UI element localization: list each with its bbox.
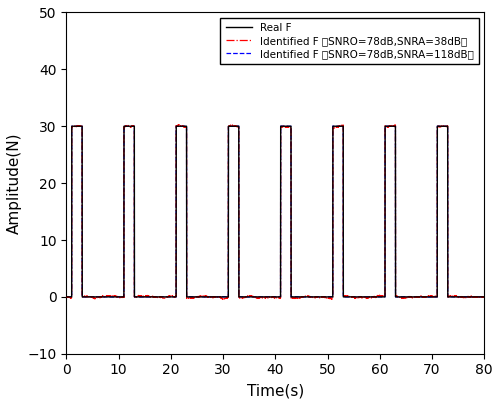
Identified F （SNRO=78dB,SNRA=118dB）: [98, 294, 103, 299]
Identified F （SNRO=78dB,SNRA=38dB）: [254, 296, 260, 301]
Identified F （SNRO=78dB,SNRA=118dB）: [254, 294, 260, 299]
Real F: [102, 294, 108, 299]
Real F: [421, 294, 427, 299]
Identified F （SNRO=78dB,SNRA=38dB）: [220, 296, 226, 301]
Identified F （SNRO=78dB,SNRA=38dB）: [481, 294, 487, 299]
Identified F （SNRO=78dB,SNRA=38dB）: [345, 293, 351, 298]
Identified F （SNRO=78dB,SNRA=38dB）: [102, 294, 108, 299]
Identified F （SNRO=78dB,SNRA=118dB）: [345, 294, 351, 299]
Identified F （SNRO=78dB,SNRA=38dB）: [421, 295, 427, 300]
Line: Identified F （SNRO=78dB,SNRA=118dB）: Identified F （SNRO=78dB,SNRA=118dB）: [66, 126, 484, 297]
Identified F （SNRO=78dB,SNRA=118dB）: [426, 295, 432, 300]
Identified F （SNRO=78dB,SNRA=118dB）: [320, 294, 326, 299]
X-axis label: Time(s): Time(s): [246, 383, 304, 398]
Identified F （SNRO=78dB,SNRA=118dB）: [330, 124, 336, 128]
Real F: [98, 294, 103, 299]
Real F: [481, 294, 487, 299]
Identified F （SNRO=78dB,SNRA=118dB）: [481, 294, 487, 299]
Line: Real F: Real F: [66, 126, 484, 297]
Identified F （SNRO=78dB,SNRA=118dB）: [64, 294, 70, 299]
Real F: [320, 294, 326, 299]
Real F: [64, 294, 70, 299]
Identified F （SNRO=78dB,SNRA=38dB）: [98, 295, 103, 300]
Identified F （SNRO=78dB,SNRA=118dB）: [102, 294, 108, 299]
Y-axis label: Amplitude(N): Amplitude(N): [7, 132, 22, 234]
Identified F （SNRO=78dB,SNRA=38dB）: [176, 122, 182, 127]
Real F: [254, 294, 260, 299]
Real F: [68, 124, 74, 129]
Identified F （SNRO=78dB,SNRA=118dB）: [421, 294, 427, 299]
Line: Identified F （SNRO=78dB,SNRA=38dB）: Identified F （SNRO=78dB,SNRA=38dB）: [66, 125, 484, 299]
Identified F （SNRO=78dB,SNRA=38dB）: [320, 295, 326, 300]
Legend: Real F, Identified F （SNRO=78dB,SNRA=38dB）, Identified F （SNRO=78dB,SNRA=118dB）: Real F, Identified F （SNRO=78dB,SNRA=38d…: [220, 18, 479, 64]
Real F: [345, 294, 351, 299]
Identified F （SNRO=78dB,SNRA=38dB）: [64, 294, 70, 299]
